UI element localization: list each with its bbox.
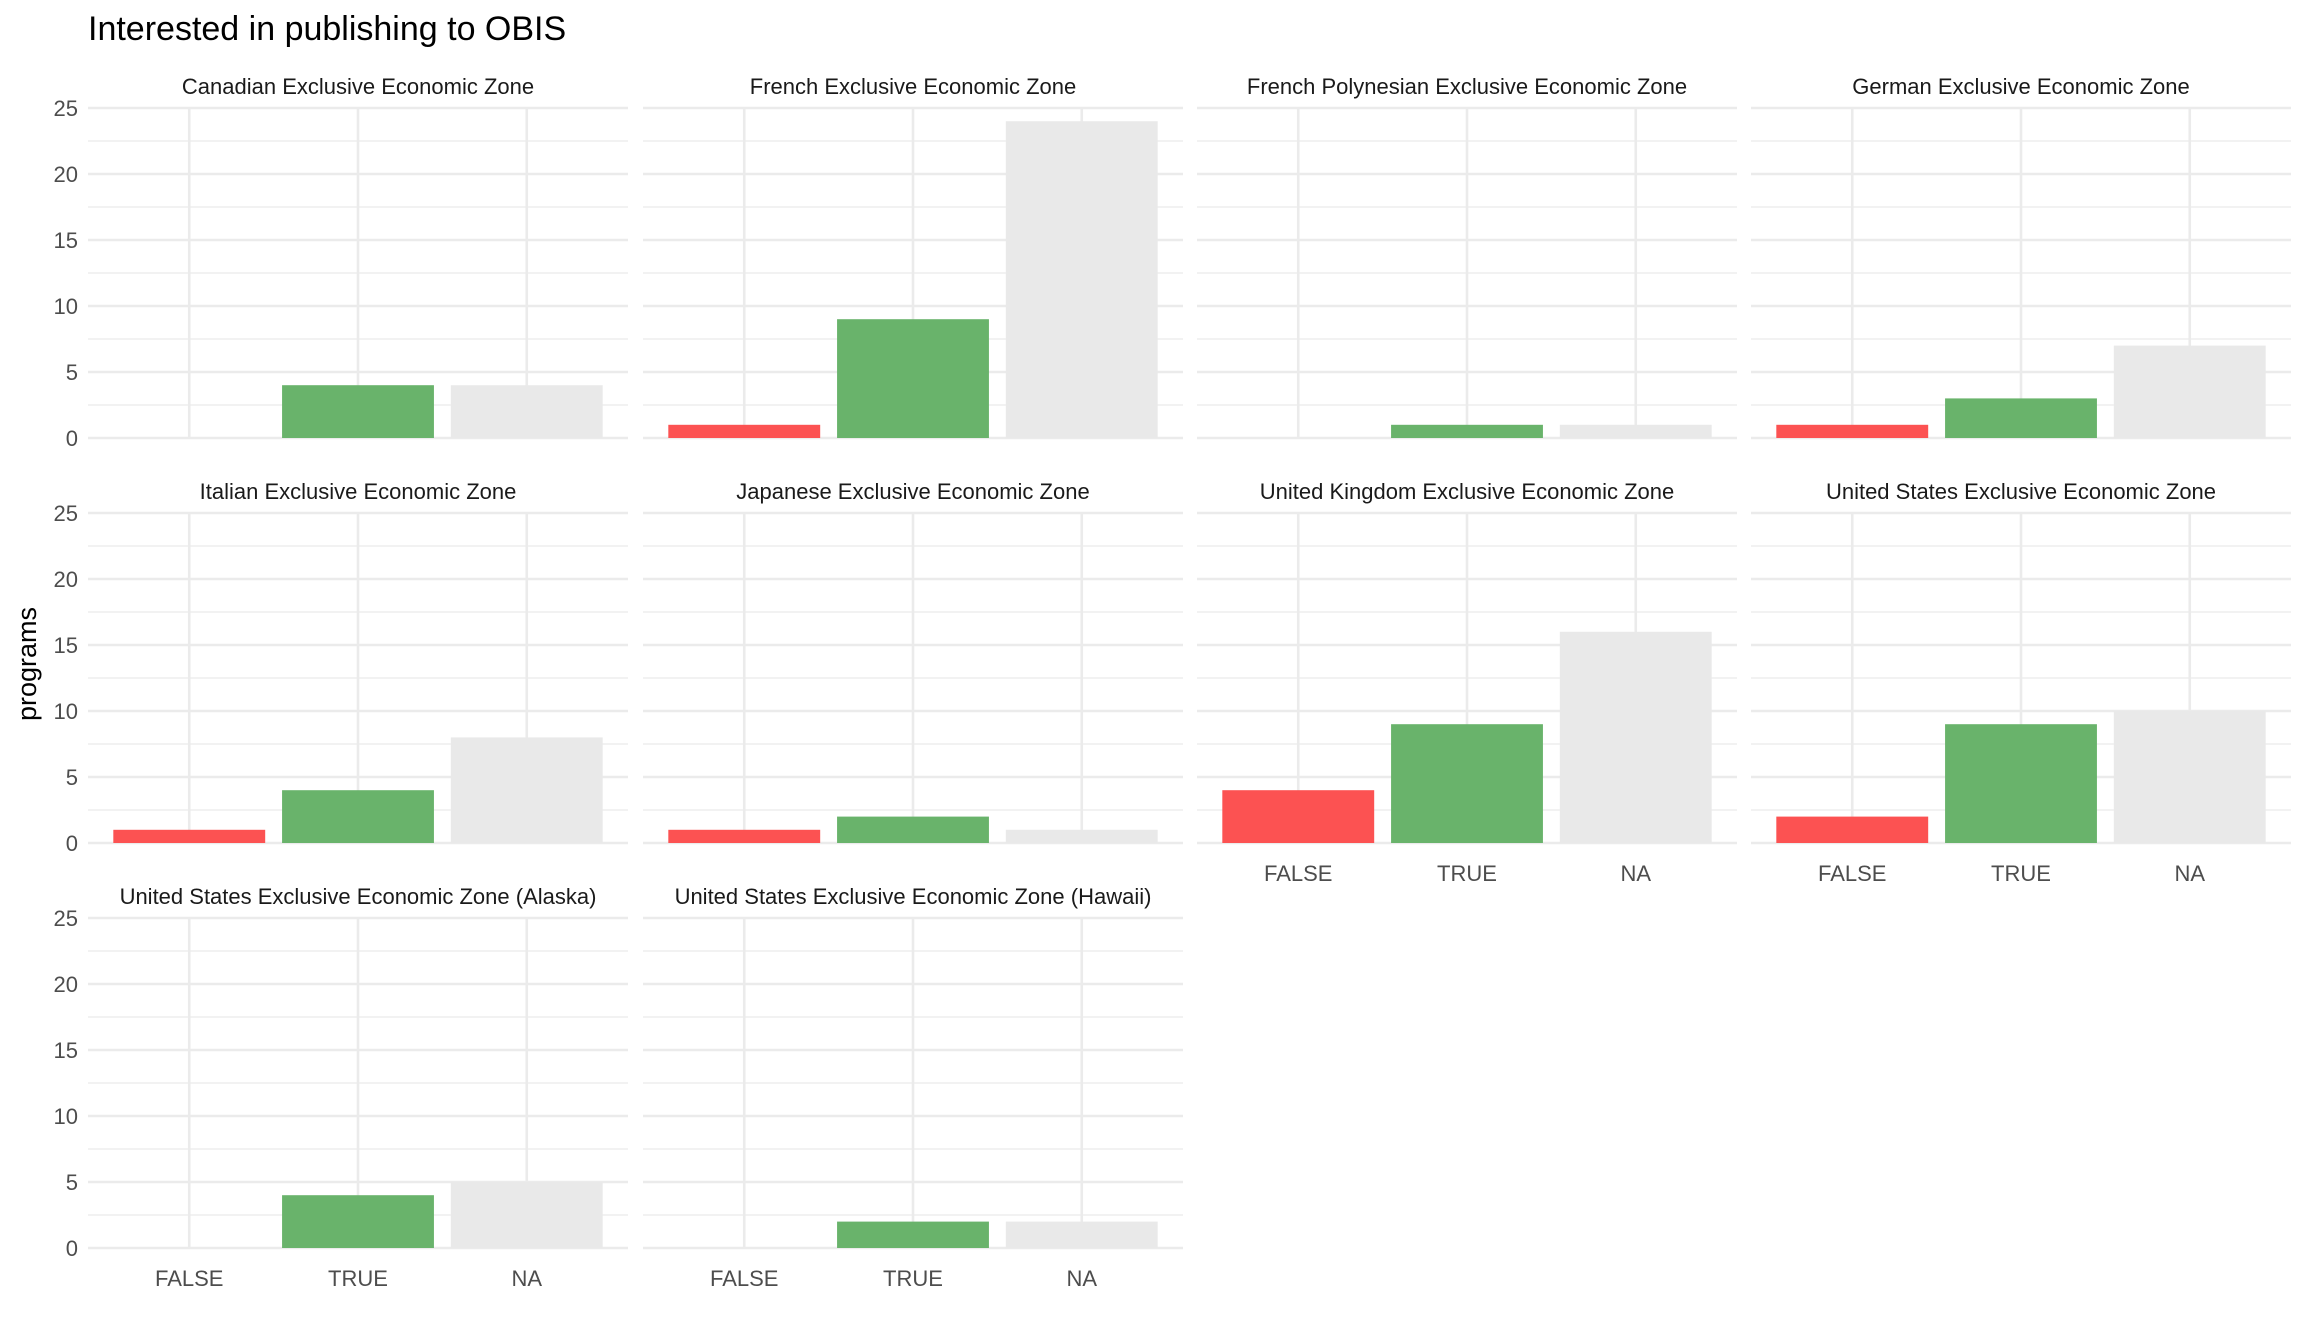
bar-false [113, 830, 265, 843]
bar-false [668, 830, 820, 843]
bar-false [1222, 790, 1374, 843]
bar-na [451, 1182, 603, 1248]
x-tick-label: FALSE [710, 1266, 778, 1291]
bar-true [282, 385, 434, 438]
bar-na [451, 737, 603, 843]
y-tick-label: 10 [54, 1104, 78, 1129]
facet-united-states-exclusive-economic-zone-alaska: United States Exclusive Economic Zone (A… [54, 884, 628, 1291]
x-tick-label: NA [511, 1266, 542, 1291]
y-tick-label: 20 [54, 972, 78, 997]
bar-true [837, 817, 989, 843]
bar-true [282, 790, 434, 843]
facet-canadian-exclusive-economic-zone: Canadian Exclusive Economic Zone 0 5 10 15 20… [54, 74, 628, 451]
chart-title: Interested in publishing to OBIS [88, 10, 566, 48]
bar-na [1560, 425, 1712, 438]
facet-title: French Polynesian Exclusive Economic Zon… [1247, 74, 1687, 99]
facet-german-exclusive-economic-zone: German Exclusive Economic Zone [1751, 74, 2291, 438]
facet-title: German Exclusive Economic Zone [1852, 74, 2189, 99]
facet-panels: Canadian Exclusive Economic Zone 0 5 10 15 20… [54, 74, 2291, 1291]
facet-title: French Exclusive Economic Zone [750, 74, 1076, 99]
bar-na [2114, 346, 2266, 438]
y-tick-label: 0 [66, 831, 78, 856]
bar-true [1945, 398, 2097, 438]
y-tick-label: 5 [66, 765, 78, 790]
bar-false [1776, 425, 1928, 438]
bar-true [837, 1222, 989, 1248]
x-tick-label: TRUE [883, 1266, 943, 1291]
y-tick-label: 25 [54, 906, 78, 931]
facet-title: Canadian Exclusive Economic Zone [182, 74, 534, 99]
facet-title: Italian Exclusive Economic Zone [200, 479, 517, 504]
bar-true [282, 1195, 434, 1248]
facet-french-exclusive-economic-zone: French Exclusive Economic Zone [643, 74, 1183, 438]
y-tick-label: 20 [54, 567, 78, 592]
bar-true [1945, 724, 2097, 843]
x-tick-label: FALSE [155, 1266, 223, 1291]
y-tick-label: 0 [66, 426, 78, 451]
y-tick-label: 10 [54, 294, 78, 319]
facet-french-polynesian-exclusive-economic-zone: French Polynesian Exclusive Economic Zon… [1197, 74, 1737, 438]
facet-title: United States Exclusive Economic Zone [1826, 479, 2216, 504]
facet-title: Japanese Exclusive Economic Zone [736, 479, 1089, 504]
x-tick-label: TRUE [328, 1266, 388, 1291]
y-tick-label: 5 [66, 360, 78, 385]
y-tick-label: 25 [54, 501, 78, 526]
facet-title: United States Exclusive Economic Zone (A… [120, 884, 597, 909]
facet-united-states-exclusive-economic-zone: United States Exclusive Economic Zone FAL… [1751, 479, 2291, 886]
facet-united-kingdom-exclusive-economic-zone: United Kingdom Exclusive Economic Zone FA… [1197, 479, 1737, 886]
bar-na [1006, 121, 1158, 438]
facet-title: United Kingdom Exclusive Economic Zone [1260, 479, 1675, 504]
y-tick-label: 5 [66, 1170, 78, 1195]
bar-true [837, 319, 989, 438]
bar-true [1391, 724, 1543, 843]
y-tick-label: 15 [54, 633, 78, 658]
x-tick-label: TRUE [1991, 861, 2051, 886]
bar-false [668, 425, 820, 438]
y-tick-label: 25 [54, 96, 78, 121]
bar-na [1560, 632, 1712, 843]
bar-na [451, 385, 603, 438]
x-tick-label: NA [1066, 1266, 1097, 1291]
x-tick-label: FALSE [1264, 861, 1332, 886]
y-tick-label: 20 [54, 162, 78, 187]
y-tick-label: 15 [54, 228, 78, 253]
facet-japanese-exclusive-economic-zone: Japanese Exclusive Economic Zone [643, 479, 1183, 843]
x-tick-label: NA [2174, 861, 2205, 886]
facet-united-states-exclusive-economic-zone-hawaii: United States Exclusive Economic Zone (H… [643, 884, 1183, 1291]
x-tick-label: NA [1620, 861, 1651, 886]
x-tick-label: FALSE [1818, 861, 1886, 886]
bar-na [1006, 1222, 1158, 1248]
bar-na [2114, 711, 2266, 843]
x-tick-label: TRUE [1437, 861, 1497, 886]
bar-false [1776, 817, 1928, 843]
y-tick-label: 0 [66, 1236, 78, 1261]
y-tick-label: 15 [54, 1038, 78, 1063]
bar-true [1391, 425, 1543, 438]
facet-italian-exclusive-economic-zone: Italian Exclusive Economic Zone 0 5 10 15 20 2… [54, 479, 628, 856]
y-tick-label: 10 [54, 699, 78, 724]
bar-na [1006, 830, 1158, 843]
facet-title: United States Exclusive Economic Zone (H… [675, 884, 1152, 909]
y-axis-label: programs [12, 607, 42, 721]
